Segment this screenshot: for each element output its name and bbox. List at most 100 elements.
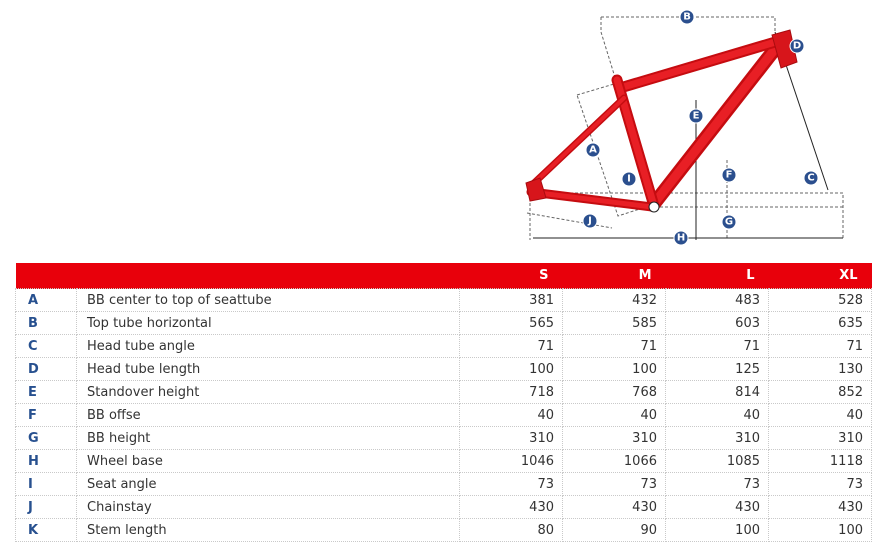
- value-size-m: 71: [562, 334, 666, 358]
- row-description: BB height: [76, 426, 460, 450]
- value-size-m: 1066: [562, 449, 666, 473]
- svg-text:B: B: [683, 12, 691, 23]
- value-size-l: 814: [665, 380, 769, 404]
- value-size-s: 1046: [459, 449, 563, 473]
- row-code: K: [15, 518, 77, 542]
- value-size-xl: 73: [768, 472, 872, 496]
- value-size-l: 40: [665, 403, 769, 427]
- value-size-l: 73: [665, 472, 769, 496]
- row-code: J: [15, 495, 77, 519]
- row-description: Head tube length: [76, 357, 460, 381]
- marker-e: E: [688, 108, 704, 124]
- value-size-s: 718: [459, 380, 563, 404]
- table-row: H Wheel base 1046 1066 1085 1118: [15, 449, 872, 473]
- value-size-l: 603: [665, 311, 769, 335]
- svg-text:J: J: [587, 216, 592, 227]
- table-row: G BB height 310 310 310 310: [15, 426, 872, 450]
- row-code: H: [15, 449, 77, 473]
- value-size-l: 125: [665, 357, 769, 381]
- marker-c: C: [803, 170, 819, 186]
- row-description: Top tube horizontal: [76, 311, 460, 335]
- value-size-xl: 100: [768, 518, 872, 542]
- value-size-m: 90: [562, 518, 666, 542]
- table-row: B Top tube horizontal 565 585 603 635: [15, 311, 872, 335]
- marker-f: F: [721, 167, 737, 183]
- value-size-l: 483: [665, 288, 769, 312]
- table-row: C Head tube angle 71 71 71 71: [15, 334, 872, 358]
- row-code: E: [15, 380, 77, 404]
- row-code: C: [15, 334, 77, 358]
- table-row: D Head tube length 100 100 125 130: [15, 357, 872, 381]
- row-description: BB offse: [76, 403, 460, 427]
- value-size-l: 100: [665, 518, 769, 542]
- value-size-xl: 430: [768, 495, 872, 519]
- row-description: Standover height: [76, 380, 460, 404]
- row-description: Seat angle: [76, 472, 460, 496]
- row-description: Chainstay: [76, 495, 460, 519]
- marker-g: G: [721, 214, 737, 230]
- svg-text:E: E: [693, 111, 700, 122]
- bike-frame: [525, 29, 798, 213]
- svg-text:C: C: [807, 173, 814, 184]
- value-size-s: 73: [459, 472, 563, 496]
- value-size-m: 73: [562, 472, 666, 496]
- table-row: F BB offse 40 40 40 40: [15, 403, 872, 427]
- svg-text:A: A: [589, 145, 597, 156]
- value-size-l: 1085: [665, 449, 769, 473]
- table-row: K Stem length 80 90 100 100: [15, 518, 872, 542]
- row-code: F: [15, 403, 77, 427]
- marker-h: H: [673, 230, 689, 246]
- value-size-m: 768: [562, 380, 666, 404]
- svg-text:I: I: [627, 174, 631, 185]
- table-row: A BB center to top of seattube 381 432 483 52…: [15, 288, 872, 312]
- svg-text:D: D: [793, 41, 801, 52]
- value-size-xl: 528: [768, 288, 872, 312]
- row-description: BB center to top of seattube: [76, 288, 460, 312]
- marker-j: J: [582, 213, 598, 229]
- marker-b: B: [679, 9, 695, 25]
- header-description: [76, 263, 460, 289]
- geometry-table: S M L XL A BB center to top of seattube 38…: [15, 263, 872, 542]
- table-header-row: S M L XL: [15, 263, 872, 289]
- row-description: Head tube angle: [76, 334, 460, 358]
- row-description: Stem length: [76, 518, 460, 542]
- header-size-l: L: [665, 263, 769, 289]
- value-size-s: 40: [459, 403, 563, 427]
- header-size-xl: XL: [768, 263, 872, 289]
- value-size-s: 381: [459, 288, 563, 312]
- value-size-m: 432: [562, 288, 666, 312]
- value-size-m: 40: [562, 403, 666, 427]
- row-description: Wheel base: [76, 449, 460, 473]
- header-size-m: M: [562, 263, 666, 289]
- value-size-s: 80: [459, 518, 563, 542]
- row-code: D: [15, 357, 77, 381]
- value-size-xl: 40: [768, 403, 872, 427]
- value-size-xl: 1118: [768, 449, 872, 473]
- marker-a: A: [585, 142, 601, 158]
- value-size-s: 310: [459, 426, 563, 450]
- frame-geometry-diagram: B D E A I F C G J H: [525, 9, 844, 246]
- row-code: B: [15, 311, 77, 335]
- row-code: G: [15, 426, 77, 450]
- value-size-xl: 310: [768, 426, 872, 450]
- row-code: A: [15, 288, 77, 312]
- svg-text:F: F: [726, 170, 733, 181]
- value-size-s: 100: [459, 357, 563, 381]
- value-size-m: 430: [562, 495, 666, 519]
- value-size-l: 310: [665, 426, 769, 450]
- value-size-s: 430: [459, 495, 563, 519]
- value-size-xl: 852: [768, 380, 872, 404]
- value-size-m: 585: [562, 311, 666, 335]
- header-size-s: S: [459, 263, 563, 289]
- value-size-xl: 130: [768, 357, 872, 381]
- value-size-l: 71: [665, 334, 769, 358]
- value-size-xl: 71: [768, 334, 872, 358]
- value-size-m: 310: [562, 426, 666, 450]
- table-row: J Chainstay 430 430 430 430: [15, 495, 872, 519]
- row-code: I: [15, 472, 77, 496]
- value-size-m: 100: [562, 357, 666, 381]
- table-row: I Seat angle 73 73 73 73: [15, 472, 872, 496]
- table-row: E Standover height 718 768 814 852: [15, 380, 872, 404]
- marker-d: D: [789, 38, 805, 54]
- value-size-s: 71: [459, 334, 563, 358]
